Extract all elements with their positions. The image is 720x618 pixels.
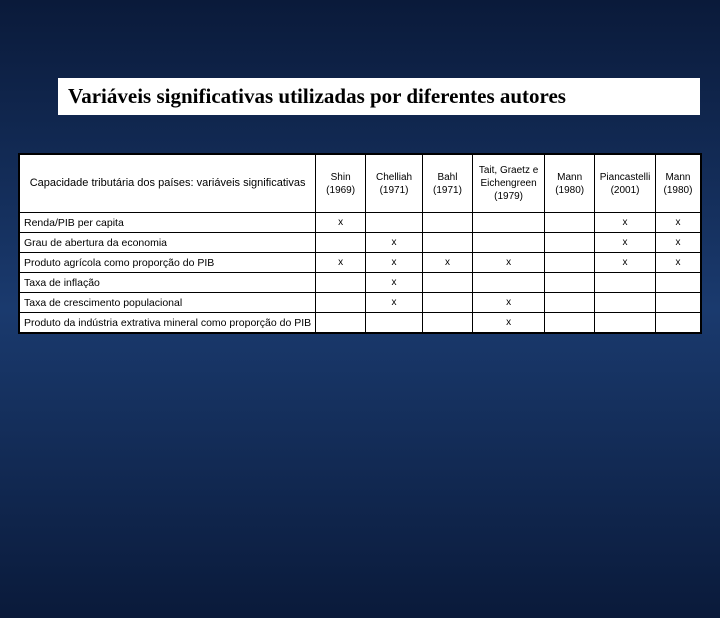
cell: x [316,253,366,273]
slide-title-bar: Variáveis significativas utilizadas por … [58,78,700,115]
cell [595,273,656,293]
cell [316,273,366,293]
cell [422,293,472,313]
cell [655,273,700,293]
col-header-variable: Capacidade tributária dos países: variáv… [20,155,316,213]
row-label: Taxa de inflação [20,273,316,293]
cell [472,273,544,293]
cell: x [366,293,423,313]
table-header-row: Capacidade tributária dos países: variáv… [20,155,701,213]
slide-title: Variáveis significativas utilizadas por … [68,84,690,109]
cell: x [655,213,700,233]
table-row: Renda/PIB per capita x x x [20,213,701,233]
cell: x [595,213,656,233]
cell [316,313,366,333]
cell [545,213,595,233]
row-label: Renda/PIB per capita [20,213,316,233]
cell: x [595,233,656,253]
cell: x [472,253,544,273]
cell: x [316,213,366,233]
row-label: Produto da indústria extrativa mineral c… [20,313,316,333]
cell: x [366,233,423,253]
cell [472,213,544,233]
cell [595,313,656,333]
table-row: Taxa de crescimento populacional x x [20,293,701,313]
row-label: Grau de abertura da economia [20,233,316,253]
row-label: Produto agrícola como proporção do PIB [20,253,316,273]
cell [545,233,595,253]
cell [545,293,595,313]
row-label: Taxa de crescimento populacional [20,293,316,313]
cell [316,293,366,313]
cell [366,213,423,233]
col-header-bahl: Bahl (1971) [422,155,472,213]
cell [422,313,472,333]
cell [472,233,544,253]
table-row: Taxa de inflação x [20,273,701,293]
variables-table: Capacidade tributária dos países: variáv… [19,154,701,333]
cell [655,313,700,333]
col-header-piancastelli: Piancastelli (2001) [595,155,656,213]
col-header-shin: Shin (1969) [316,155,366,213]
cell [595,293,656,313]
table-row: Produto agrícola como proporção do PIB x… [20,253,701,273]
cell [366,313,423,333]
cell [655,293,700,313]
variables-table-container: Capacidade tributária dos países: variáv… [18,153,702,334]
col-header-mann1: Mann (1980) [545,155,595,213]
cell: x [366,273,423,293]
cell [422,233,472,253]
cell: x [422,253,472,273]
col-header-chelliah: Chelliah (1971) [366,155,423,213]
cell [545,253,595,273]
cell: x [472,313,544,333]
col-header-mann2: Mann (1980) [655,155,700,213]
cell [545,273,595,293]
cell: x [472,293,544,313]
col-header-tait: Tait, Graetz e Eichengreen (1979) [472,155,544,213]
cell [545,313,595,333]
cell [422,213,472,233]
cell [422,273,472,293]
cell: x [366,253,423,273]
table-body: Renda/PIB per capita x x x Grau de abert… [20,213,701,333]
cell [316,233,366,253]
cell: x [655,233,700,253]
table-row: Grau de abertura da economia x x x [20,233,701,253]
table-row: Produto da indústria extrativa mineral c… [20,313,701,333]
cell: x [655,253,700,273]
cell: x [595,253,656,273]
